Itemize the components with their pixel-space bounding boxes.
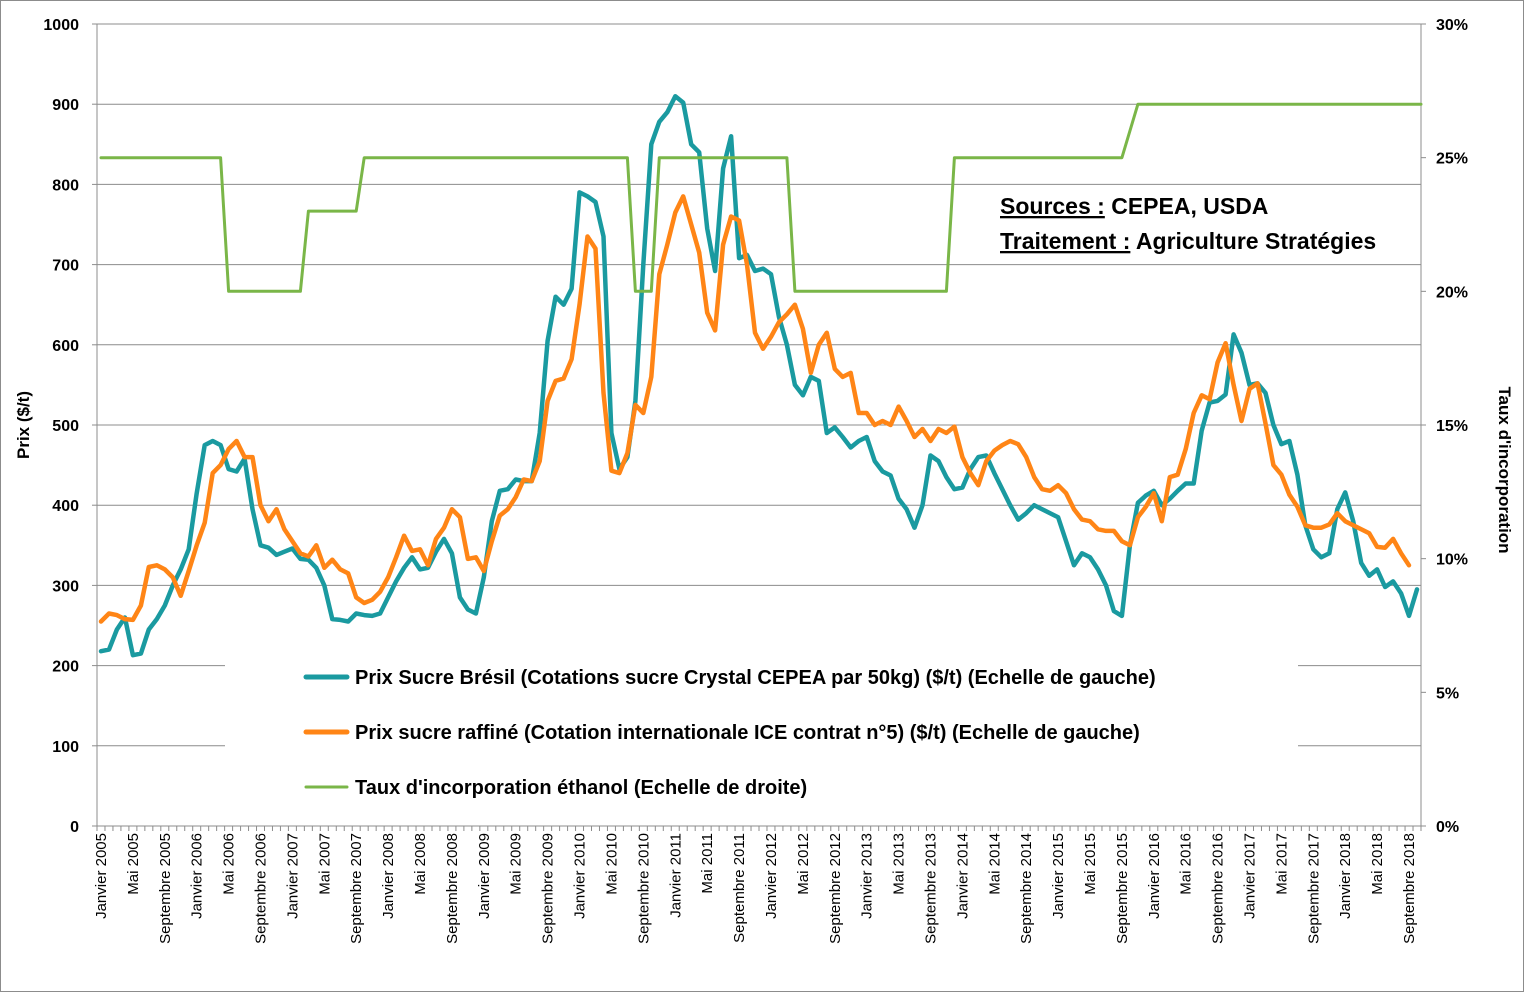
x-tick-label: Janvier 2016 [1146,833,1163,919]
x-tick-label: Mai 2008 [412,833,429,895]
y-tick-label: 100 [52,739,79,756]
x-tick-label: Mai 2017 [1273,833,1290,895]
x-tick-label: Septembre 2009 [540,833,557,944]
legend-label: Prix Sucre Brésil (Cotations sucre Cryst… [355,667,1156,689]
x-tick-label: Janvier 2008 [380,833,397,919]
y2-tick-label: 30% [1436,17,1468,34]
x-tick-label: Septembre 2008 [444,833,461,944]
x-tick-label: Septembre 2007 [348,833,365,944]
x-axis-ticks: Janvier 2005 Mai 2005 Septembre 2005 Janvie… [93,826,1422,944]
x-tick-label: Mai 2011 [699,833,716,894]
x-tick-label: Mai 2018 [1369,833,1386,895]
y-tick-label: 900 [52,97,79,114]
y-tick-label: 600 [52,338,79,355]
x-tick-label: Mai 2012 [795,833,812,895]
x-tick-label: Mai 2013 [891,833,908,895]
x-tick-label: Janvier 2012 [763,833,780,919]
legend-label: Taux d'incorporation éthanol (Echelle de… [355,777,807,799]
x-tick-label: Janvier 2015 [1050,833,1067,919]
annotation-line: Sources : CEPEA, USDA [1000,193,1268,219]
y-tick-label: 400 [52,498,79,515]
annotation-line: Traitement : Agriculture Stratégies [1000,228,1376,254]
legend-box [225,654,1298,820]
x-tick-label: Septembre 2013 [922,833,939,944]
x-tick-label: Mai 2014 [986,833,1003,895]
x-tick-label: Janvier 2005 [93,833,110,919]
y2-tick-label: 0% [1436,819,1459,836]
x-tick-label: Mai 2006 [221,833,238,895]
y-axis-label: Prix ($/t) [14,391,33,459]
x-tick-label: Septembre 2015 [1114,833,1131,944]
x-tick-label: Septembre 2010 [635,833,652,944]
x-tick-label: Janvier 2011 [667,833,684,918]
y-tick-label: 300 [52,578,79,595]
x-tick-label: Septembre 2006 [253,833,270,944]
annotation-label: Traitement : [1000,228,1130,254]
series-line-3 [99,102,1423,293]
series-line-1 [98,93,1420,658]
annotation-text: CEPEA, USDA [1105,193,1269,219]
x-tick-label: Septembre 2011 [731,833,748,943]
left-axis-ticks: 0 100 200 300 400 500 600 700 800 900 1000 [43,17,97,836]
x-tick-label: Janvier 2018 [1337,833,1354,919]
x-tick-label: Janvier 2006 [189,833,206,919]
x-tick-label: Janvier 2010 [572,833,589,919]
gridlines [97,23,1421,747]
y2-tick-label: 20% [1436,284,1468,301]
x-tick-label: Janvier 2013 [859,833,876,919]
series-lines [98,93,1423,658]
y-tick-label: 1000 [43,17,79,34]
legend-label: Prix sucre raffiné (Cotation internation… [355,722,1140,744]
x-tick-label: Septembre 2016 [1210,833,1227,944]
x-tick-label: Mai 2015 [1082,833,1099,895]
x-tick-label: Mai 2016 [1178,833,1195,895]
legend: Prix Sucre Brésil (Cotations sucre Cryst… [225,654,1298,820]
x-tick-label: Janvier 2009 [476,833,493,919]
right-axis-ticks: 0% 5% 10% 15% 20% 25% 30% [1421,17,1468,836]
y2-axis-label: Taux d'incorporation [1495,386,1514,553]
y2-tick-label: 25% [1436,151,1468,168]
y-tick-label: 800 [52,177,79,194]
x-tick-label: Janvier 2007 [284,833,301,919]
x-tick-label: Septembre 2014 [1018,833,1035,944]
x-tick-label: Septembre 2005 [157,833,174,944]
x-tick-label: Septembre 2012 [827,833,844,944]
y-tick-label: 200 [52,659,79,676]
series-line-2 [98,194,1412,624]
annotation-label: Sources : [1000,193,1105,219]
y2-tick-label: 10% [1436,552,1468,569]
x-tick-label: Janvier 2014 [954,833,971,919]
x-tick-label: Janvier 2017 [1242,833,1259,919]
annotation-text: Agriculture Stratégies [1130,228,1376,254]
y-tick-label: 500 [52,418,79,435]
y-tick-label: 0 [70,819,79,836]
x-tick-label: Septembre 2018 [1401,833,1418,944]
y2-tick-label: 15% [1436,418,1468,435]
x-tick-label: Septembre 2017 [1305,833,1322,944]
source-annotation: Sources : CEPEA, USDA Traitement : Agricu… [1000,193,1376,254]
x-tick-label: Mai 2010 [603,833,620,895]
x-tick-label: Mai 2005 [125,833,142,895]
y-tick-label: 700 [52,258,79,275]
x-tick-label: Mai 2009 [508,833,525,895]
y2-tick-label: 5% [1436,685,1459,702]
x-tick-label: Mai 2007 [316,833,333,895]
